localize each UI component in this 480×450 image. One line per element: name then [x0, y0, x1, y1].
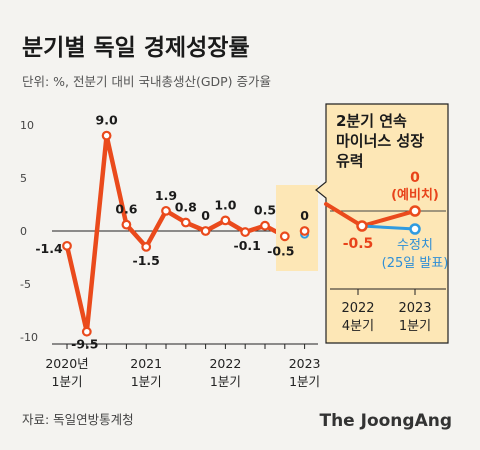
data-point: [62, 240, 72, 251]
callout-title-1: 2분기 연속: [336, 112, 407, 130]
data-label: 0.8: [175, 200, 197, 215]
data-label: 9.0: [96, 113, 118, 128]
callout-xlabel-year-1: 2022: [341, 301, 374, 316]
data-point: [161, 205, 171, 216]
x-tick-label-year: 2023: [289, 356, 321, 371]
data-point: [121, 219, 132, 230]
x-tick-label-year: 2022: [209, 356, 241, 371]
data-point: [141, 241, 152, 252]
data-label: -1.4: [35, 241, 63, 256]
callout-series-line: [360, 209, 417, 228]
data-label: 1.9: [155, 188, 177, 203]
callout-title-2: 마이너스 성장: [336, 132, 424, 150]
x-tick-label-year: 2020년: [45, 356, 88, 371]
brand-logo: The JoongAng: [319, 411, 452, 431]
data-point: [180, 217, 191, 228]
data-point: [260, 220, 270, 231]
y-tick-label: -10: [20, 331, 38, 344]
prelim-value: 0: [410, 170, 420, 186]
data-label: -9.5: [71, 337, 98, 352]
data-point: [240, 227, 251, 237]
data-label: 0.6: [115, 202, 137, 217]
callout-xlabel-quarter-1: 4분기: [342, 319, 374, 334]
x-tick-label-year: 2021: [130, 356, 162, 371]
x-axis: 2020년 1분기 2021 1분기 2022 1분기 2023 1분기: [45, 343, 321, 389]
q4-value-label: -0.5: [343, 236, 374, 252]
data-point: [81, 326, 92, 337]
data-label: 1.0: [214, 197, 236, 212]
chart-title: 분기별 독일 경제성장률: [22, 35, 250, 61]
callout-marker-prelim: [409, 205, 421, 217]
x-tick-label-quarter: 1분기: [210, 374, 241, 389]
revised-date: (25일 발표): [382, 256, 449, 271]
y-tick-label: 10: [20, 119, 34, 132]
callout-xlabel-quarter-2: 1분기: [399, 319, 431, 334]
data-point: [101, 130, 112, 141]
y-tick-label: 5: [20, 172, 27, 185]
callout-marker-revised: [409, 223, 421, 235]
callout-title-3: 유력: [336, 152, 364, 170]
revised-label: 수정치: [397, 238, 433, 253]
data-point: [279, 231, 290, 242]
data-label: -1.5: [133, 253, 160, 268]
y-tick-label: 0: [20, 225, 27, 238]
callout-revised-line: [360, 224, 417, 231]
main-series: [64, 133, 307, 334]
data-label: -0.5: [267, 243, 294, 258]
main-markers: -1.4 -9.5 9.0 0.6 -1.5 1.90.8 0 1.0 -0.1 0.5 -0.5 0: [35, 113, 310, 352]
data-label: 0.5: [254, 203, 276, 218]
y-tick-label: -5: [20, 278, 31, 291]
data-label: 0: [201, 208, 210, 223]
y-axis: 10 5 0 -5 -10: [20, 119, 38, 344]
chart-subtitle: 단위: %, 전분기 대비 국내총생산(GDP) 증가율: [22, 74, 271, 89]
series-line: [64, 133, 307, 334]
prelim-label: (예비치): [391, 187, 439, 203]
x-tick-label-quarter: 1분기: [52, 374, 83, 389]
data-point: [299, 226, 310, 236]
source-note: 자료: 독일연방통계청: [22, 412, 134, 427]
callout-entry-line: [324, 202, 364, 228]
callout-panel: 2분기 연속 마이너스 성장 유력 0 (예비치) -0.5 수정치 (25일 …: [315, 103, 449, 344]
callout-marker-q4: [356, 220, 368, 232]
callout-xlabel-year-2: 2023: [398, 301, 431, 316]
x-tick-label-quarter: 1분기: [289, 374, 320, 389]
data-point: [200, 226, 211, 236]
data-label: -0.1: [234, 238, 261, 253]
x-tick-label-quarter: 1분기: [131, 374, 162, 389]
data-point: [220, 215, 231, 226]
callout-box: [315, 103, 449, 344]
data-label: 0: [300, 208, 309, 223]
highlight-box: [276, 185, 318, 271]
